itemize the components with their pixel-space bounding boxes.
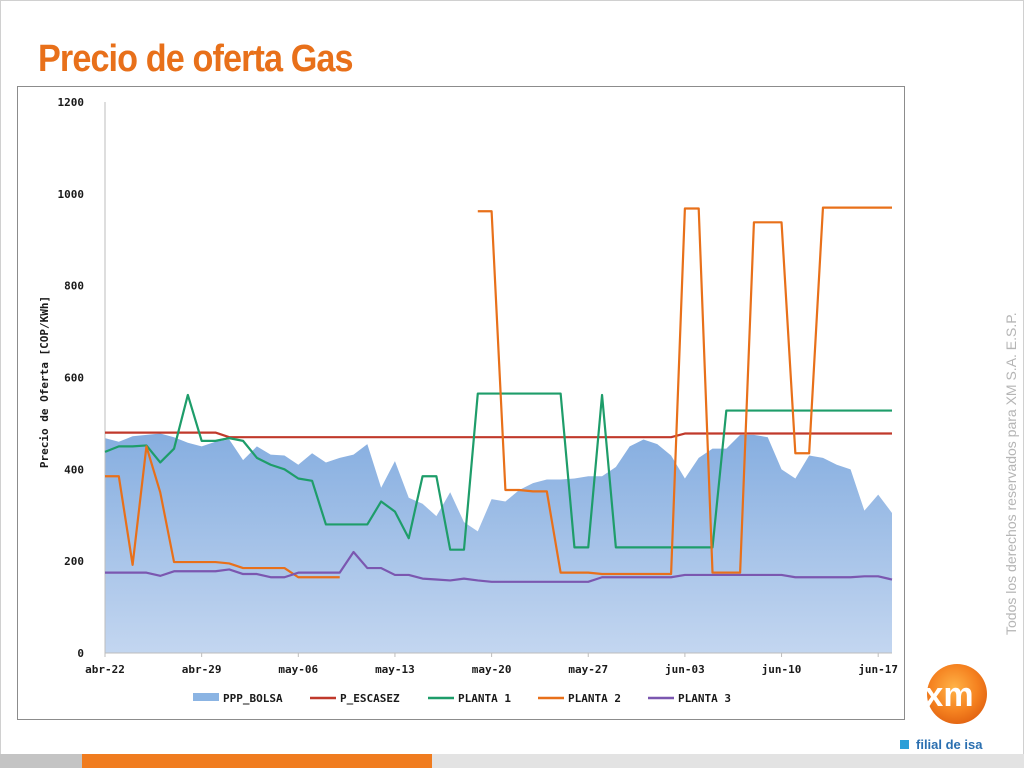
legend-label: PLANTA 3 bbox=[678, 692, 731, 705]
xm-logo: xm bbox=[924, 664, 987, 724]
axes-layer bbox=[104, 102, 892, 654]
y-tick-label: 200 bbox=[64, 555, 84, 568]
series-lines-layer bbox=[104, 206, 893, 583]
area-layer bbox=[105, 433, 892, 653]
line-chart: 0 200 400 600 800 1000 1200 abr-22 abr-29 may-06… bbox=[38, 96, 898, 705]
tagline-square-icon bbox=[900, 740, 909, 749]
legend-swatch bbox=[193, 693, 219, 701]
series-p-escasez bbox=[105, 431, 892, 439]
copyright-text: Todos los derechos reservados para XM S.… bbox=[1003, 312, 1019, 635]
footer-gray-segment bbox=[0, 754, 82, 768]
series-planta-1 bbox=[104, 392, 892, 551]
x-tick-label: jun-17 bbox=[858, 663, 898, 676]
tagline-text: filial de isa bbox=[916, 737, 983, 752]
y-axis-title: Precio de Oferta [COP/KWh] bbox=[38, 296, 51, 468]
footer-orange-segment bbox=[82, 754, 432, 768]
x-tick-label: may-20 bbox=[472, 663, 512, 676]
series-planta-2 bbox=[105, 206, 892, 579]
x-tick-label: abr-22 bbox=[85, 663, 125, 676]
x-tick-label: abr-29 bbox=[182, 663, 222, 676]
tagline: filial de isa bbox=[900, 737, 982, 752]
chart-legend: PPP_BOLSA P_ESCASEZ PLANTA 1 PLANTA 2 PLANTA… bbox=[193, 692, 731, 705]
x-tick-label: jun-03 bbox=[665, 663, 705, 676]
legend-label: PLANTA 1 bbox=[458, 692, 511, 705]
y-tick-label: 1200 bbox=[58, 96, 85, 109]
footer-light-segment bbox=[432, 754, 1024, 768]
series-planta-3 bbox=[105, 550, 893, 583]
page-title: Precio de oferta Gas bbox=[38, 38, 354, 80]
footer-bar bbox=[0, 754, 1024, 768]
x-tick-label: may-13 bbox=[375, 663, 415, 676]
chart-frame: 0 200 400 600 800 1000 1200 abr-22 abr-29 may-06… bbox=[17, 86, 905, 720]
y-tick-labels: 0 200 400 600 800 1000 1200 bbox=[58, 96, 85, 660]
legend-label: P_ESCASEZ bbox=[340, 692, 400, 705]
legend-label: PLANTA 2 bbox=[568, 692, 621, 705]
legend-label: PPP_BOLSA bbox=[223, 692, 283, 705]
y-tick-label: 1000 bbox=[58, 188, 85, 201]
y-tick-label: 600 bbox=[64, 372, 84, 385]
x-tick-label: jun-10 bbox=[762, 663, 802, 676]
y-tick-label: 400 bbox=[64, 463, 84, 476]
y-tick-label: 800 bbox=[64, 280, 84, 293]
series-ppp-bolsa bbox=[105, 433, 892, 653]
x-tick-label: may-27 bbox=[568, 663, 608, 676]
logo-text: xm bbox=[924, 676, 973, 714]
x-tick-labels: abr-22 abr-29 may-06 may-13 may-20 may-27 jun-… bbox=[85, 653, 898, 676]
y-tick-label: 0 bbox=[77, 647, 84, 660]
x-tick-label: may-06 bbox=[278, 663, 318, 676]
